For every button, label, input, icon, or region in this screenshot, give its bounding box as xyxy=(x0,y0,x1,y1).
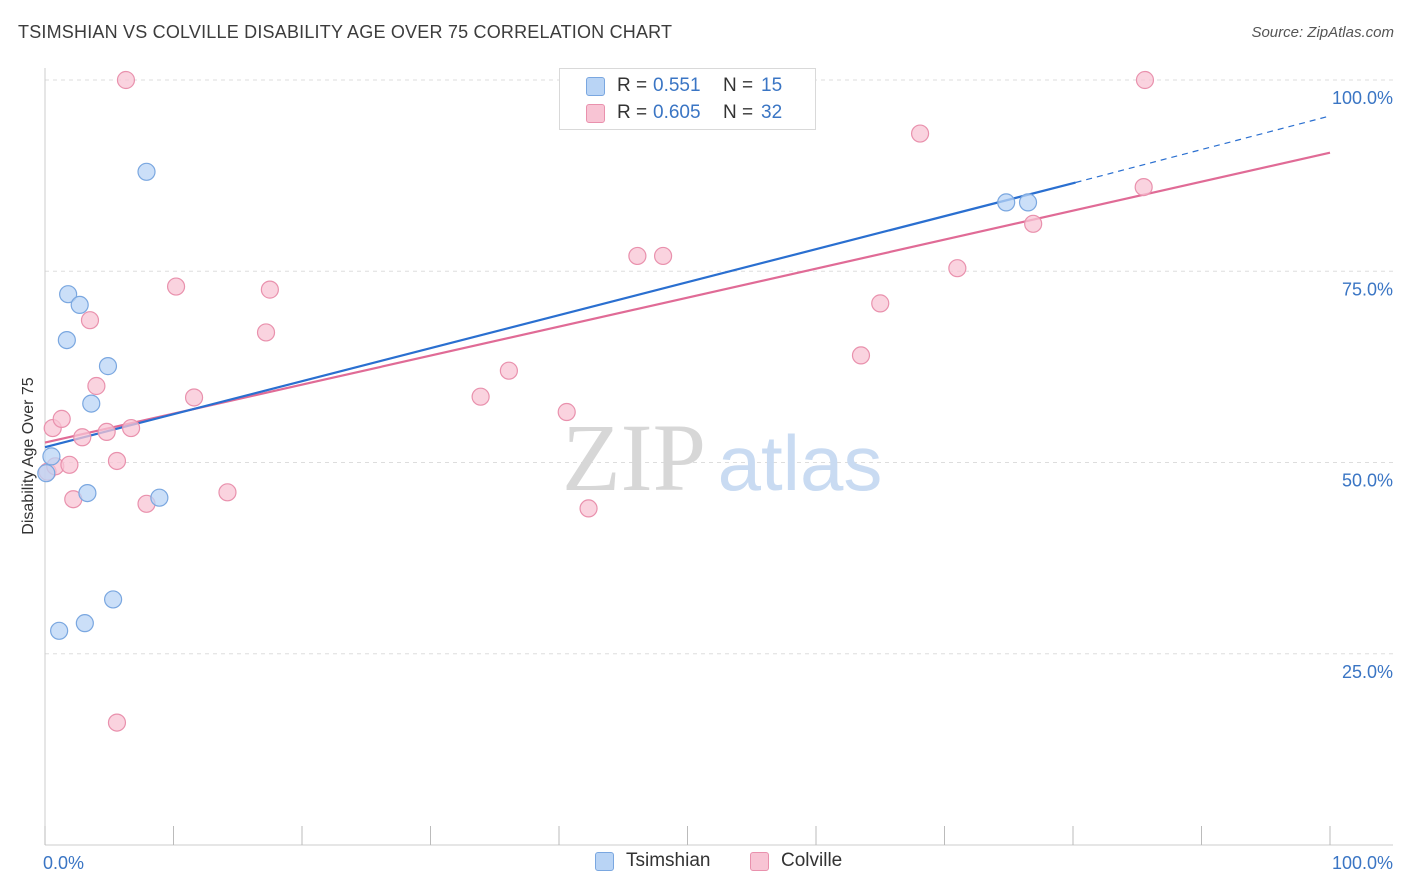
colville-point xyxy=(948,259,967,278)
x-tick-label-max: 100.0% xyxy=(1332,853,1393,873)
n-label: N = xyxy=(723,102,754,123)
colville-point xyxy=(73,428,92,447)
colville-point xyxy=(60,455,79,474)
colville-point xyxy=(218,483,237,502)
legend-label: Colville xyxy=(781,850,843,871)
tsimshian-swatch xyxy=(595,851,614,871)
colville-point xyxy=(256,323,276,342)
tsimshian-point xyxy=(50,621,69,640)
grid-lines xyxy=(45,79,1393,655)
colville-swatch xyxy=(586,103,605,123)
n-value: 15 xyxy=(761,75,783,96)
colville-swatch xyxy=(750,851,769,871)
colville-point xyxy=(260,280,279,299)
tsimshian-point xyxy=(82,394,101,413)
tsimshian-point xyxy=(78,484,97,503)
r-label: R = xyxy=(617,75,648,96)
tick-labels: 25.0% 50.0% 75.0% 100.0% 0.0% 100.0% xyxy=(43,88,1393,873)
colville-point xyxy=(166,277,186,296)
tsimshian-point xyxy=(98,357,118,376)
tsimshian-point xyxy=(104,590,123,609)
colville-point xyxy=(557,402,576,422)
colville-point xyxy=(653,246,673,266)
colville-point xyxy=(471,387,490,406)
tsimshian-point xyxy=(37,464,56,483)
r-value: 0.551 xyxy=(653,75,701,96)
legend-label: Tsimshian xyxy=(626,850,711,871)
legend-item-tsimshian: Tsimshian xyxy=(595,850,710,872)
legend-row-tsimshian: R = 0.551 N = 15 xyxy=(586,73,782,99)
colville-point xyxy=(499,361,518,380)
colville-point xyxy=(628,246,647,266)
colville-point xyxy=(116,70,136,90)
colville-point xyxy=(87,376,106,396)
y-axis-label: Disability Age Over 75 xyxy=(20,377,37,535)
n-value: 32 xyxy=(761,102,783,123)
colville-point xyxy=(871,294,890,313)
colville-point xyxy=(1024,214,1043,233)
r-value: 0.605 xyxy=(653,102,701,123)
colville-trend-line xyxy=(44,151,1331,444)
legend-row-colville: R = 0.605 N = 32 xyxy=(586,100,782,126)
watermark-atlas: atlas xyxy=(718,419,883,507)
colville-point xyxy=(80,311,100,330)
series-legend: Tsimshian Colville xyxy=(0,850,1406,878)
chart-title: TSIMSHIAN VS COLVILLE DISABILITY AGE OVE… xyxy=(18,22,673,42)
tsimshian-trend-line xyxy=(44,181,1076,449)
n-label: N = xyxy=(723,75,754,96)
tsimshian-point xyxy=(70,295,89,315)
source-credit: Source: ZipAtlas.com xyxy=(1251,24,1394,41)
tsimshian-point xyxy=(57,331,76,350)
colville-point xyxy=(107,451,127,471)
colville-point xyxy=(1134,178,1153,197)
trend-lines xyxy=(44,115,1331,449)
colville-point xyxy=(121,418,141,438)
colville-point xyxy=(184,388,204,407)
tsimshian-trend-extension xyxy=(1075,115,1331,184)
y-tick-label: 100.0% xyxy=(1332,88,1393,108)
colville-point xyxy=(851,346,871,365)
colville-point xyxy=(52,409,71,428)
x-tick-label-min: 0.0% xyxy=(43,853,84,873)
y-tick-label: 50.0% xyxy=(1342,471,1393,491)
tsimshian-point xyxy=(997,193,1016,212)
stats-legend: R = 0.551 N = 15 R = 0.605 N = 32 xyxy=(559,68,816,130)
tsimshian-point xyxy=(137,162,156,181)
watermark-zip: ZIP xyxy=(562,404,706,511)
tsimshian-point xyxy=(59,285,78,304)
tsimshian-point xyxy=(42,447,61,466)
tsimshian-point xyxy=(1018,193,1038,212)
legend-item-colville: Colville xyxy=(750,850,842,872)
data-points xyxy=(37,70,1155,732)
colville-point xyxy=(1135,70,1155,90)
watermark: ZIP atlas xyxy=(562,404,882,511)
colville-point xyxy=(579,499,598,518)
y-tick-label: 75.0% xyxy=(1342,279,1393,299)
colville-point xyxy=(97,422,116,441)
y-tick-label: 25.0% xyxy=(1342,662,1393,682)
tsimshian-swatch xyxy=(586,76,605,96)
tsimshian-point xyxy=(75,614,94,633)
tsimshian-point xyxy=(150,488,169,507)
colville-point xyxy=(107,713,127,732)
colville-point xyxy=(910,124,930,143)
r-label: R = xyxy=(617,102,648,123)
